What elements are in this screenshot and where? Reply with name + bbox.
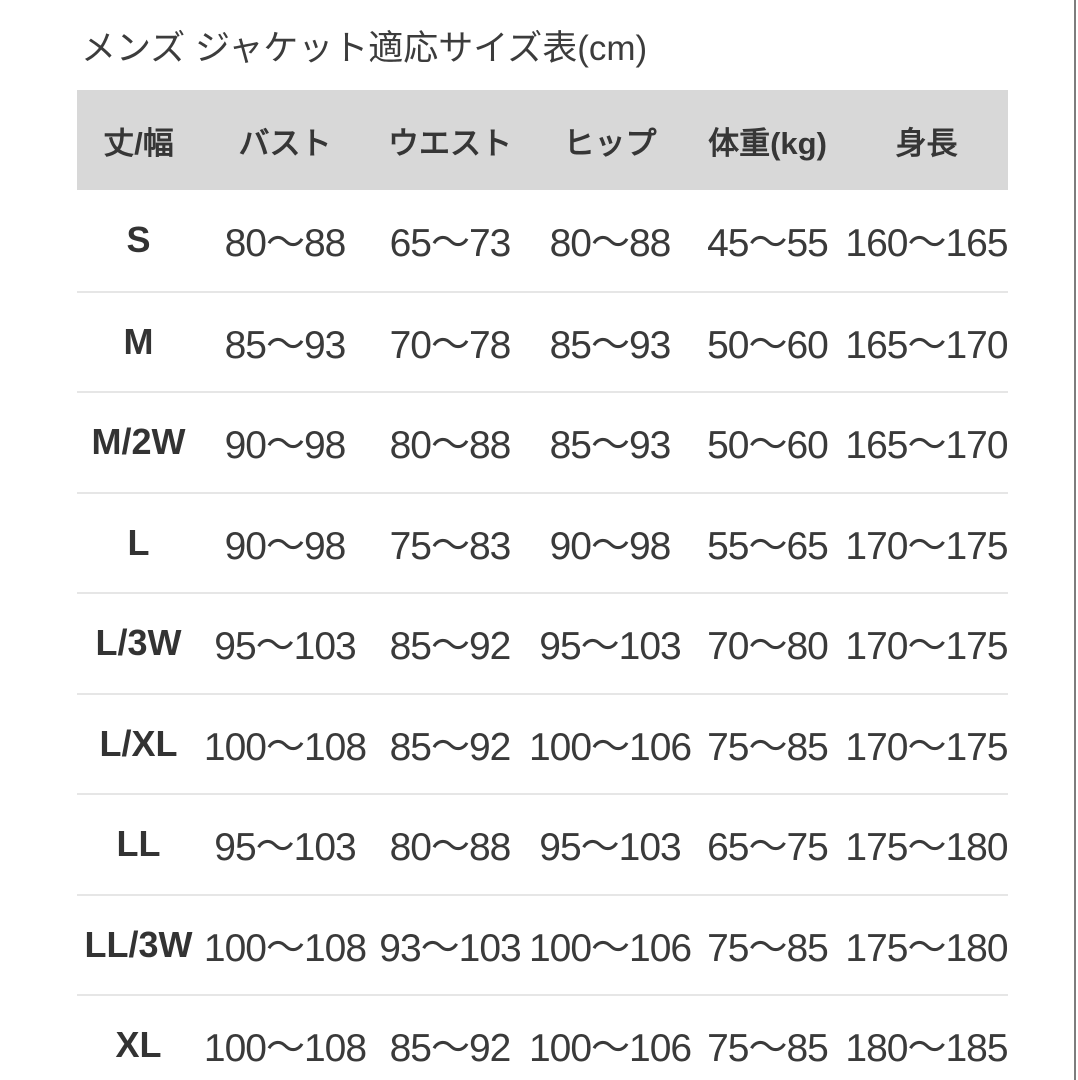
cell-hip: 100〜106 [528, 1027, 692, 1071]
cell-height: 175〜180 [845, 926, 1008, 970]
cell-hip: 85〜93 [549, 323, 672, 367]
cell-height: 180〜185 [845, 1027, 1008, 1071]
right-edge-divider [1074, 0, 1076, 1080]
column-header-size: 丈/幅 [103, 125, 174, 161]
size-chart-table: 丈/幅 バスト ウエスト ヒップ 体重(kg) 身長 S 80〜88 65〜73… [77, 90, 1009, 1080]
column-header-hip: ヒップ [563, 125, 657, 161]
table-row: L/XL 100〜108 85〜92 100〜106 75〜85 170〜175 [77, 692, 1009, 793]
cell-bust: 100〜108 [203, 926, 367, 970]
cell-size: L [127, 521, 150, 563]
column-header-waist: ウエスト [388, 125, 512, 161]
cell-waist: 70〜78 [389, 323, 512, 367]
cell-bust: 95〜103 [214, 826, 356, 870]
cell-weight: 50〜60 [707, 323, 829, 367]
cell-hip: 100〜106 [528, 725, 692, 769]
cell-waist: 65〜73 [389, 222, 512, 266]
cell-waist: 80〜88 [389, 826, 512, 870]
table-header-row: 丈/幅 バスト ウエスト ヒップ 体重(kg) 身長 [77, 90, 1008, 190]
column-header-weight: 体重(kg) [708, 125, 827, 161]
cell-bust: 95〜103 [214, 625, 356, 669]
cell-size: S [126, 219, 151, 261]
table-row: L 90〜98 75〜83 90〜98 55〜65 170〜175 [77, 491, 1009, 592]
column-header-bust: バスト [238, 125, 332, 161]
cell-height: 165〜170 [845, 424, 1008, 468]
cell-waist: 85〜92 [389, 725, 512, 769]
cell-height: 170〜175 [845, 524, 1008, 568]
table-row: S 80〜88 65〜73 80〜88 45〜55 160〜165 [77, 190, 1009, 291]
cell-waist: 80〜88 [389, 424, 512, 468]
cell-waist: 85〜92 [389, 625, 512, 669]
table-row: LL/3W 100〜108 93〜103 100〜106 75〜85 175〜1… [77, 893, 1009, 994]
cell-bust: 90〜98 [224, 424, 347, 468]
cell-weight: 50〜60 [707, 424, 829, 468]
cell-size: LL/3W [84, 923, 193, 965]
cell-hip: 85〜93 [549, 424, 672, 468]
cell-height: 170〜175 [845, 725, 1008, 769]
cell-bust: 85〜93 [224, 323, 347, 367]
cell-weight: 70〜80 [707, 625, 829, 669]
cell-weight: 75〜85 [707, 926, 829, 970]
cell-hip: 95〜103 [539, 625, 681, 669]
table-row: L/3W 95〜103 85〜92 95〜103 70〜80 170〜175 [77, 592, 1009, 693]
cell-weight: 45〜55 [707, 222, 829, 266]
table-row: XL 100〜108 85〜92 100〜106 75〜85 180〜185 [77, 994, 1009, 1080]
cell-hip: 90〜98 [549, 524, 672, 568]
cell-size: M [123, 320, 154, 362]
table-row: LL 95〜103 80〜88 95〜103 65〜75 175〜180 [77, 793, 1009, 894]
cell-size: XL [115, 1024, 162, 1066]
cell-height: 175〜180 [845, 826, 1008, 870]
cell-weight: 55〜65 [707, 524, 829, 568]
cell-height: 170〜175 [845, 625, 1008, 669]
table-row: M/2W 90〜98 80〜88 85〜93 50〜60 165〜170 [77, 391, 1009, 492]
cell-bust: 100〜108 [203, 725, 367, 769]
size-chart-title: メンズ ジャケット適応サイズ表(cm) [81, 29, 648, 68]
column-header-height: 身長 [895, 125, 958, 161]
cell-size: LL [116, 823, 161, 865]
cell-height: 165〜170 [845, 323, 1008, 367]
cell-waist: 85〜92 [389, 1027, 512, 1071]
cell-size: L/3W [95, 622, 182, 664]
cell-height: 160〜165 [845, 222, 1008, 266]
cell-weight: 75〜85 [707, 1027, 829, 1071]
cell-bust: 100〜108 [203, 1027, 367, 1071]
cell-hip: 80〜88 [549, 222, 672, 266]
cell-size: M/2W [91, 421, 186, 463]
cell-waist: 93〜103 [379, 926, 521, 970]
cell-hip: 95〜103 [539, 826, 681, 870]
cell-waist: 75〜83 [389, 524, 512, 568]
table-row: M 85〜93 70〜78 85〜93 50〜60 165〜170 [77, 290, 1009, 391]
cell-hip: 100〜106 [528, 926, 692, 970]
cell-weight: 65〜75 [707, 826, 829, 870]
cell-weight: 75〜85 [707, 725, 829, 769]
cell-bust: 90〜98 [224, 524, 347, 568]
cell-size: L/XL [99, 722, 178, 764]
cell-bust: 80〜88 [224, 222, 347, 266]
